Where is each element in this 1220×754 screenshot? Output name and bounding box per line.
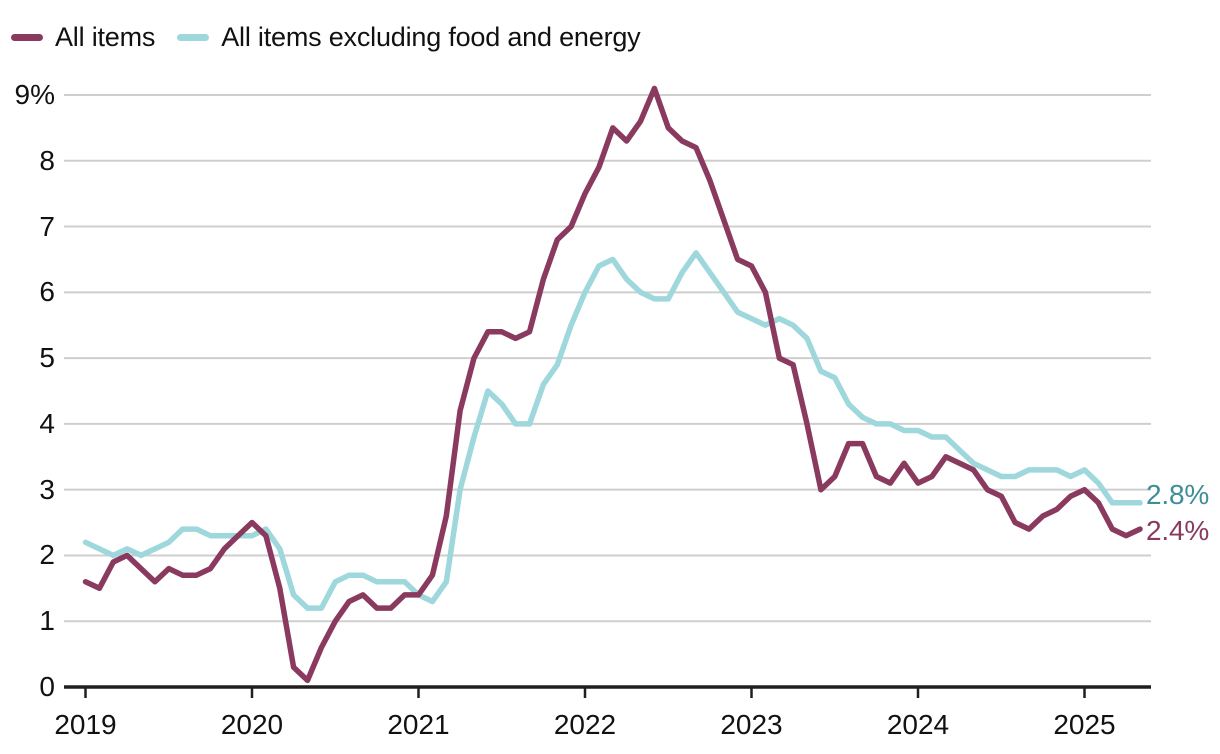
x-tick-label-2024: 2024 [886,709,950,740]
y-tick-label-7: 7 [39,210,55,242]
y-tick-label-8: 8 [39,144,55,176]
x-tick-label-2022: 2022 [553,709,617,740]
y-tick-label-3: 3 [39,473,55,505]
x-tick-label-2021: 2021 [387,709,450,740]
x-tick-label-2025: 2025 [1053,709,1116,740]
all-items-end-value-label: 2.4% [1146,515,1210,546]
core-end-value-label: 2.8% [1146,479,1210,510]
all-items-line [82,85,1143,684]
y-tick-label-1: 1 [39,605,55,637]
y-tick-label-6: 6 [39,276,55,308]
y-tick-label-9: 9% [14,78,55,110]
chart-legend: All items All items excluding food and e… [11,20,641,54]
all-items-legend-label: All items [55,22,156,52]
y-tick-label-4: 4 [39,407,55,439]
x-tick-label-2023: 2023 [720,709,783,740]
all-items-line-swatch [11,33,43,41]
x-tick-label-2019: 2019 [54,709,117,740]
x-tick-label-2020: 2020 [220,709,284,740]
legend-item-all-items: All items [11,20,155,54]
core-legend-label: All items excluding food and energy [221,22,641,52]
y-tick-label-2: 2 [39,539,55,571]
legend-item-core: All items excluding food and energy [177,20,641,54]
core-line-swatch [177,33,210,41]
y-tick-label-5: 5 [39,342,55,374]
y-tick-label-0: 0 [39,671,55,702]
